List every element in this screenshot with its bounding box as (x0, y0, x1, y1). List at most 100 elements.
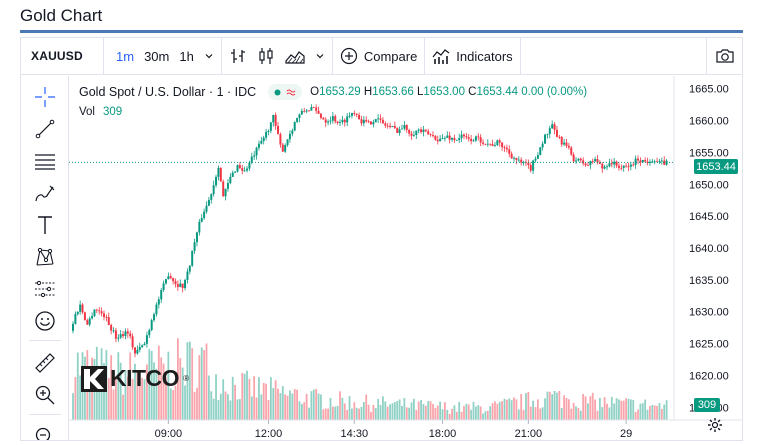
volume-bar (601, 407, 604, 420)
horizontal-lines-tool[interactable] (34, 150, 56, 172)
compare-label: Compare (363, 48, 418, 64)
indicators-button[interactable]: Indicators (427, 38, 517, 75)
candle-body (632, 164, 635, 166)
volume-bar (231, 376, 234, 420)
candle-body (114, 330, 117, 339)
emoji-tool[interactable] (34, 310, 56, 332)
interval-30m-button[interactable]: 30m (139, 38, 174, 75)
price-axis[interactable]: 1665.00 1660.00 1655.00 1650.00 1645.00 1640.… (689, 84, 729, 415)
registered-mark: ® (183, 374, 189, 383)
candle-body (205, 205, 208, 212)
area-style-button[interactable] (280, 38, 310, 75)
volume-bar (143, 379, 146, 420)
candle-body (520, 159, 523, 163)
volume-bar (355, 407, 358, 420)
market-status-pill[interactable] (268, 84, 303, 100)
crosshair-tool[interactable] (34, 86, 56, 108)
volume-bar (613, 403, 616, 420)
candle-body (312, 107, 315, 108)
price-tick-label: 1625.00 (689, 339, 729, 351)
volume-bar (367, 404, 370, 420)
volume-bar (253, 376, 256, 420)
volume-bar (529, 406, 532, 420)
volume-bar (241, 372, 244, 420)
volume-bar (215, 374, 217, 420)
candle-body (327, 121, 330, 123)
snapshot-button[interactable] (706, 38, 742, 75)
volume-bar (515, 399, 518, 420)
volume-bar (353, 402, 356, 420)
bar-style-button[interactable] (224, 38, 252, 75)
camera-icon (715, 49, 734, 63)
volume-bar (649, 406, 651, 420)
candle-body (198, 221, 201, 233)
candle-body (541, 143, 544, 148)
low-key: L (416, 86, 424, 98)
legend-symbol: Gold Spot / U.S. Dollar (79, 85, 206, 99)
time-tick-label: 29 (620, 428, 632, 440)
volume-bar (513, 397, 515, 420)
candle-body (136, 349, 139, 354)
interval-dropdown-button[interactable] (199, 38, 219, 75)
volume-bar (300, 403, 303, 420)
interval-1h-button[interactable]: 1h (174, 38, 198, 75)
measure-tool[interactable] (34, 352, 56, 374)
volume-bar (396, 401, 399, 420)
volume-bar (160, 357, 163, 420)
candle-body (193, 242, 196, 251)
volume-bar (432, 403, 434, 420)
candle-body (517, 159, 520, 161)
volume-bar (327, 408, 329, 420)
candle-body (167, 276, 170, 280)
zoom-out-tool[interactable] (34, 426, 56, 440)
time-axis[interactable]: 09:00 12:00 14:30 18:00 21:00 29 (155, 420, 633, 440)
volume-bar (360, 406, 363, 420)
candle-body (179, 283, 182, 287)
candle-body (422, 129, 425, 133)
volume-bar (205, 343, 208, 420)
prediction-tool[interactable] (34, 278, 56, 300)
interval-1m-button[interactable]: 1m (104, 38, 139, 75)
volume-bar (188, 341, 191, 420)
volume-bar (413, 398, 415, 420)
trend-line-tool[interactable] (34, 118, 56, 140)
volume-bar (165, 377, 167, 420)
kitco-wordmark: KITCO (110, 365, 180, 391)
volume-bar (117, 352, 120, 420)
volume-bar (503, 398, 506, 420)
chart-settings-gear-icon[interactable] (707, 417, 723, 433)
candle-body (532, 160, 535, 171)
brush-tool[interactable] (34, 182, 56, 204)
candle-body (570, 147, 573, 155)
volume-bar (544, 398, 546, 420)
candle-body (117, 337, 120, 339)
volume-bar (539, 408, 542, 420)
volume-bar (639, 403, 642, 420)
text-tool[interactable] (34, 214, 56, 236)
zoom-in-tool[interactable] (34, 384, 56, 406)
volume-bar (329, 398, 332, 420)
candle-body (648, 161, 651, 164)
candle-body (498, 140, 501, 143)
compare-button[interactable]: Compare (335, 38, 422, 75)
volume-bar (131, 378, 134, 420)
candle-body (496, 140, 499, 146)
symbol-search-button[interactable]: XAUUSD (21, 38, 104, 75)
candle-body (477, 136, 480, 138)
candle-body (341, 119, 344, 123)
candle-body (555, 129, 558, 137)
zoom-in-icon (35, 385, 55, 405)
volume-bar (134, 363, 136, 420)
volume-bar (651, 405, 654, 420)
toolbar-divider (331, 38, 333, 75)
open-key: O (310, 86, 320, 98)
volume-bar (138, 376, 141, 420)
candle-body (107, 317, 110, 326)
chart-style-dropdown-button[interactable] (310, 38, 330, 75)
candle-body (124, 331, 127, 337)
candle-body (460, 134, 463, 139)
pattern-tool[interactable] (34, 246, 56, 268)
candle-body (298, 114, 301, 118)
area-chart-icon (285, 51, 305, 64)
candle-style-button[interactable] (252, 38, 280, 75)
